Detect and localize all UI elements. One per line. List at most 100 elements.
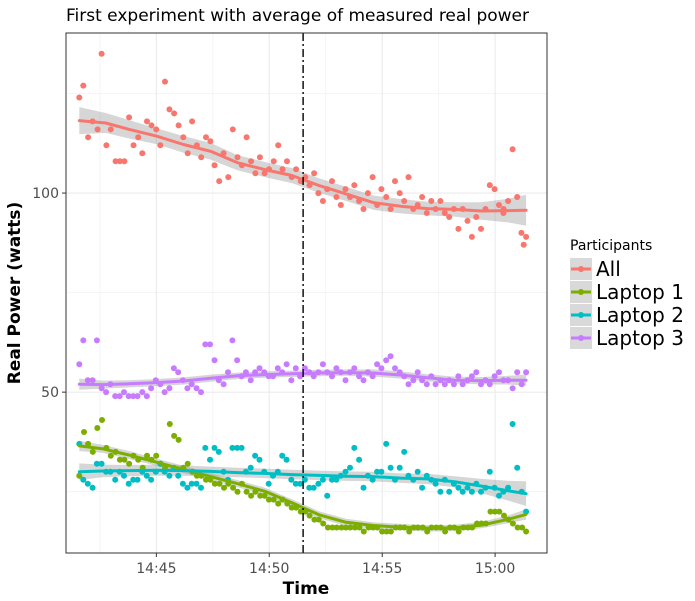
legend-key-point xyxy=(578,266,584,272)
data-point xyxy=(225,174,232,181)
data-point xyxy=(126,460,133,467)
data-point xyxy=(198,154,205,161)
data-point xyxy=(383,528,390,535)
data-point xyxy=(293,166,300,173)
legend-item: Laptop 3 xyxy=(570,326,684,350)
data-point xyxy=(414,369,421,376)
data-point xyxy=(242,369,249,376)
legend-key-point xyxy=(578,335,584,341)
data-point xyxy=(297,508,304,515)
data-point xyxy=(364,190,371,197)
data-point xyxy=(437,488,444,495)
data-point xyxy=(419,194,426,200)
data-point xyxy=(428,198,435,204)
data-point xyxy=(306,512,313,519)
data-point xyxy=(203,476,209,483)
data-point xyxy=(468,488,475,495)
data-point xyxy=(166,106,173,113)
data-point xyxy=(478,488,484,495)
data-point xyxy=(166,385,173,392)
data-point xyxy=(486,381,493,388)
data-point xyxy=(342,524,349,531)
data-point xyxy=(478,381,484,388)
data-point xyxy=(396,464,403,471)
legend-item: All xyxy=(570,257,621,281)
data-point xyxy=(455,484,462,491)
data-point xyxy=(374,468,381,475)
data-point xyxy=(84,480,91,487)
data-point xyxy=(148,476,155,483)
data-point xyxy=(383,357,390,364)
data-point xyxy=(319,476,326,483)
data-point xyxy=(360,484,367,491)
smooth-lines xyxy=(77,119,528,530)
data-point xyxy=(337,202,344,208)
data-point xyxy=(424,528,431,535)
data-point xyxy=(333,476,340,483)
data-point xyxy=(238,444,245,451)
x-tick-label: 14:50 xyxy=(249,561,289,577)
data-point xyxy=(423,472,430,479)
data-point xyxy=(505,198,512,204)
data-point xyxy=(247,464,254,471)
data-point xyxy=(351,365,358,372)
data-point xyxy=(184,150,191,157)
data-point xyxy=(514,369,521,376)
data-point xyxy=(175,369,182,376)
confidence-band xyxy=(79,107,527,226)
y-tick-label: 100 xyxy=(32,186,59,202)
data-point xyxy=(446,488,453,495)
data-points xyxy=(76,50,530,535)
data-point xyxy=(486,468,493,475)
data-point xyxy=(275,142,282,149)
data-point xyxy=(342,186,349,193)
data-point xyxy=(234,357,241,364)
data-point xyxy=(89,448,96,455)
data-point xyxy=(315,190,322,197)
data-point xyxy=(261,170,268,177)
data-point xyxy=(423,210,430,216)
data-point xyxy=(193,480,200,487)
data-point xyxy=(76,94,83,101)
data-point xyxy=(509,421,516,427)
data-point xyxy=(486,182,493,189)
data-point xyxy=(383,194,390,200)
data-point xyxy=(473,214,480,220)
data-point xyxy=(229,444,236,451)
data-point xyxy=(207,456,213,463)
data-point xyxy=(243,488,250,495)
data-point xyxy=(80,337,87,344)
data-point xyxy=(333,524,340,531)
data-point xyxy=(130,393,137,400)
smooth-line xyxy=(77,371,528,387)
data-point xyxy=(135,134,142,141)
data-point xyxy=(437,198,444,204)
data-point xyxy=(98,385,105,392)
data-point xyxy=(342,377,349,384)
data-point xyxy=(144,452,150,459)
data-point xyxy=(243,134,250,141)
data-point xyxy=(256,365,263,372)
data-point xyxy=(514,194,521,200)
chart-title: First experiment with average of measure… xyxy=(66,6,529,26)
data-point xyxy=(406,528,413,535)
data-point xyxy=(80,476,87,483)
data-point xyxy=(125,393,132,400)
data-point xyxy=(94,126,101,133)
data-point xyxy=(442,528,449,535)
data-point xyxy=(491,373,498,380)
data-point xyxy=(283,361,290,368)
data-point xyxy=(509,385,516,392)
data-point xyxy=(94,425,101,431)
data-point xyxy=(85,134,92,141)
data-point xyxy=(275,500,282,507)
data-point xyxy=(130,142,137,149)
data-point xyxy=(324,492,331,499)
data-point xyxy=(284,158,290,165)
data-point xyxy=(175,436,182,443)
data-point xyxy=(207,341,213,348)
data-point xyxy=(266,496,272,503)
data-point xyxy=(211,480,218,487)
data-point xyxy=(220,381,227,388)
data-point xyxy=(207,138,214,145)
